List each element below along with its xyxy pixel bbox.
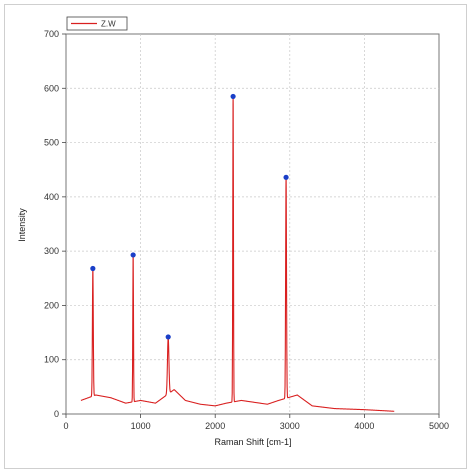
series-group (80, 96, 395, 412)
y-tick-label: 600 (44, 83, 59, 93)
x-tick-label: 2000 (205, 421, 225, 431)
peak-markers (90, 93, 289, 340)
peak-marker (165, 334, 171, 340)
x-tick-label: 5000 (429, 421, 449, 431)
legend: Z.W (66, 16, 128, 31)
peak-marker (90, 265, 96, 272)
y-tick-label: 500 (44, 138, 59, 148)
y-axis-label: Intensity (17, 208, 27, 242)
peak-marker (283, 174, 289, 180)
x-tick-label: 1000 (131, 421, 151, 431)
plot-area (65, 33, 440, 415)
chart-frame: 0 100 200 300 400 500 600 700 0 1000 2000 3000 4000… (4, 4, 467, 469)
y-tick-label: 0 (54, 409, 59, 419)
x-tick-label: 4000 (354, 421, 374, 431)
raman-spectrum-chart: 0 100 200 300 400 500 600 700 0 1000 2000 3000 4000… (17, 16, 449, 447)
y-axis-ticks: 0 100 200 300 400 500 600 700 (44, 29, 66, 419)
x-tick-label: 0 (63, 421, 68, 431)
y-tick-label: 300 (44, 246, 59, 256)
x-axis-ticks: 0 1000 2000 3000 4000 5000 (63, 414, 449, 431)
y-tick-label: 700 (44, 29, 59, 39)
peak-marker (230, 93, 236, 100)
series-line (80, 96, 395, 412)
y-tick-label: 100 (44, 355, 59, 365)
y-tick-label: 400 (44, 192, 59, 202)
peak-marker (130, 252, 136, 258)
y-tick-label: 200 (44, 300, 59, 310)
legend-label: Z.W (101, 20, 116, 29)
x-axis-label: Raman Shift [cm-1] (214, 437, 291, 447)
x-tick-label: 3000 (280, 421, 300, 431)
grid-lines (66, 34, 439, 414)
